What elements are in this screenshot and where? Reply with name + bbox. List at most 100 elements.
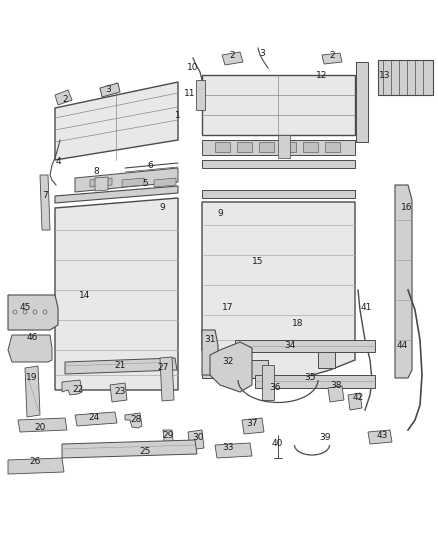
Bar <box>259 142 274 152</box>
Text: 45: 45 <box>19 303 31 312</box>
Polygon shape <box>202 190 355 198</box>
Polygon shape <box>202 360 268 378</box>
Text: 36: 36 <box>269 383 281 392</box>
Text: 19: 19 <box>26 374 38 383</box>
Text: 27: 27 <box>157 364 169 373</box>
Text: 24: 24 <box>88 414 99 423</box>
Text: 28: 28 <box>131 416 141 424</box>
Text: 20: 20 <box>34 424 46 432</box>
Text: 25: 25 <box>139 448 151 456</box>
Text: 8: 8 <box>93 166 99 175</box>
Polygon shape <box>125 413 142 428</box>
Text: 39: 39 <box>319 432 331 441</box>
Text: 10: 10 <box>187 63 199 72</box>
Text: 15: 15 <box>252 257 264 266</box>
Text: 2: 2 <box>62 95 68 104</box>
Polygon shape <box>210 342 252 392</box>
Text: 5: 5 <box>142 179 148 188</box>
Text: 33: 33 <box>222 443 234 453</box>
Polygon shape <box>378 60 433 95</box>
Text: 44: 44 <box>396 342 408 351</box>
Text: 41: 41 <box>360 303 372 312</box>
Text: 6: 6 <box>147 161 153 171</box>
Text: 2: 2 <box>229 52 235 61</box>
Text: 18: 18 <box>292 319 304 327</box>
Text: 37: 37 <box>246 418 258 427</box>
Text: 14: 14 <box>79 290 91 300</box>
Text: 40: 40 <box>271 439 283 448</box>
Polygon shape <box>8 295 58 330</box>
Polygon shape <box>202 160 355 168</box>
Text: 1: 1 <box>175 110 181 119</box>
Text: 43: 43 <box>376 432 388 440</box>
Polygon shape <box>242 418 264 434</box>
Text: 26: 26 <box>29 457 41 466</box>
Polygon shape <box>90 178 112 187</box>
Polygon shape <box>8 335 52 362</box>
Polygon shape <box>62 440 197 458</box>
Text: 23: 23 <box>114 386 126 395</box>
Text: 4: 4 <box>55 157 61 166</box>
Polygon shape <box>202 75 355 135</box>
Polygon shape <box>222 52 243 65</box>
Polygon shape <box>278 135 290 158</box>
Polygon shape <box>18 418 67 432</box>
Polygon shape <box>163 430 174 450</box>
Polygon shape <box>395 185 412 378</box>
Text: 32: 32 <box>223 358 234 367</box>
Bar <box>303 142 318 152</box>
Polygon shape <box>318 348 335 368</box>
Polygon shape <box>262 365 274 400</box>
Polygon shape <box>328 386 344 402</box>
Polygon shape <box>55 198 178 390</box>
Polygon shape <box>100 83 120 97</box>
Text: 9: 9 <box>159 204 165 213</box>
Text: 13: 13 <box>379 71 391 80</box>
Polygon shape <box>160 357 174 401</box>
Text: 34: 34 <box>284 342 296 351</box>
Polygon shape <box>55 82 178 160</box>
Polygon shape <box>188 430 204 450</box>
Text: 29: 29 <box>162 432 174 440</box>
Text: 9: 9 <box>217 208 223 217</box>
Text: 12: 12 <box>316 71 328 80</box>
Text: 30: 30 <box>192 433 204 442</box>
Polygon shape <box>202 330 218 375</box>
Polygon shape <box>368 430 392 444</box>
Polygon shape <box>62 380 82 395</box>
Polygon shape <box>8 458 64 474</box>
Text: 21: 21 <box>114 361 126 370</box>
Bar <box>215 142 230 152</box>
Bar <box>281 142 296 152</box>
Text: 17: 17 <box>222 303 234 312</box>
Bar <box>237 142 252 152</box>
Polygon shape <box>348 393 362 410</box>
Polygon shape <box>40 175 50 230</box>
Polygon shape <box>202 140 355 155</box>
Text: 46: 46 <box>26 334 38 343</box>
Polygon shape <box>55 186 178 203</box>
Text: 31: 31 <box>204 335 216 344</box>
Polygon shape <box>356 62 368 142</box>
Polygon shape <box>202 202 355 380</box>
Polygon shape <box>55 90 72 105</box>
Text: 7: 7 <box>42 190 48 199</box>
Polygon shape <box>25 366 40 417</box>
Text: 22: 22 <box>72 385 84 394</box>
Text: 42: 42 <box>353 393 364 402</box>
Bar <box>325 142 340 152</box>
Polygon shape <box>95 177 108 191</box>
Text: 16: 16 <box>401 204 413 213</box>
Polygon shape <box>215 443 252 458</box>
Text: 35: 35 <box>304 374 316 383</box>
Polygon shape <box>122 178 144 187</box>
Polygon shape <box>75 412 117 426</box>
Polygon shape <box>322 53 342 64</box>
Text: 38: 38 <box>330 382 342 391</box>
Polygon shape <box>65 358 177 374</box>
Polygon shape <box>255 375 375 388</box>
Text: 11: 11 <box>184 88 196 98</box>
Polygon shape <box>235 340 375 352</box>
Text: 3: 3 <box>259 49 265 58</box>
Polygon shape <box>110 383 127 402</box>
